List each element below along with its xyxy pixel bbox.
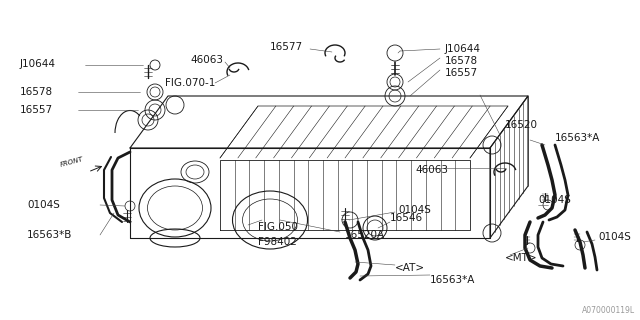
Text: 16557: 16557: [445, 68, 478, 78]
Text: J10644: J10644: [445, 44, 481, 54]
Text: 16557: 16557: [20, 105, 53, 115]
Text: 16577: 16577: [270, 42, 303, 52]
Text: A070000119L: A070000119L: [582, 306, 635, 315]
Text: 46063: 46063: [190, 55, 223, 65]
Text: 16563*B: 16563*B: [27, 230, 72, 240]
Text: <MT>: <MT>: [505, 253, 538, 263]
Text: 0104S: 0104S: [27, 200, 60, 210]
Text: FIG.050: FIG.050: [258, 222, 298, 232]
Text: 16520A: 16520A: [345, 230, 385, 240]
Text: FIG.070-1: FIG.070-1: [165, 78, 216, 88]
Text: 16520: 16520: [505, 120, 538, 130]
Text: 16563*A: 16563*A: [430, 275, 476, 285]
Text: 0104S: 0104S: [398, 205, 431, 215]
Text: <AT>: <AT>: [395, 263, 425, 273]
Text: 16578: 16578: [20, 87, 53, 97]
Text: 46063: 46063: [415, 165, 448, 175]
Text: FRONT: FRONT: [60, 156, 84, 168]
Text: 16578: 16578: [445, 56, 478, 66]
Text: 0104S: 0104S: [598, 232, 631, 242]
Text: 16546: 16546: [390, 213, 423, 223]
Text: F98402: F98402: [258, 237, 297, 247]
Text: 16563*A: 16563*A: [555, 133, 600, 143]
Text: J10644: J10644: [20, 59, 56, 69]
Text: 0104S: 0104S: [538, 195, 571, 205]
